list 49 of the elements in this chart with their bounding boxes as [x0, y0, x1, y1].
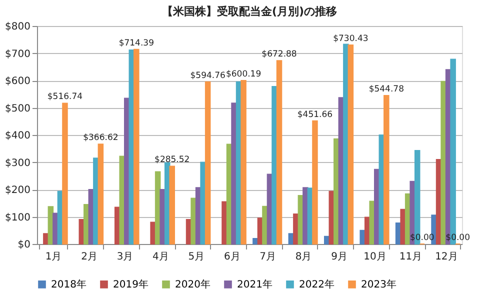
- legend-label: 2018年: [51, 278, 86, 290]
- x-tick-label: 7月: [260, 252, 276, 262]
- x-tick-label: 8月: [295, 252, 312, 262]
- y-tick-label: $700: [5, 48, 30, 60]
- data-label: $600.19: [226, 69, 262, 80]
- x-tick-label: 1月: [45, 252, 62, 262]
- y-tick-label: $300: [5, 158, 30, 169]
- y-tick-label: $400: [5, 130, 30, 142]
- legend-label: 2021年: [237, 278, 272, 290]
- data-label: $516.74: [47, 92, 83, 102]
- x-tick-label: 12月: [435, 252, 458, 262]
- data-label: $594.76: [190, 70, 226, 81]
- bar: [312, 120, 318, 244]
- x-tick-label: 9月: [331, 252, 348, 262]
- bar: [204, 81, 211, 244]
- legend-label: 2022年: [299, 278, 334, 290]
- bar: [348, 44, 354, 244]
- bar: [240, 80, 246, 244]
- data-label: $544.78: [368, 84, 404, 95]
- bar: [134, 48, 140, 244]
- data-label: $451.66: [297, 110, 333, 120]
- y-tick-label: $600: [5, 76, 30, 87]
- bar: [384, 95, 390, 244]
- x-tick-label: 3月: [116, 252, 134, 262]
- data-label: $730.43: [333, 34, 368, 44]
- legend-label: 2019年: [113, 278, 148, 290]
- data-label: $366.62: [83, 133, 118, 144]
- data-label: $672.88: [262, 50, 297, 60]
- x-tick-label: 4月: [152, 252, 169, 262]
- chart-title: 【米国株】受取配当金(月別)の推移: [162, 5, 338, 18]
- data-label: $285.52: [154, 155, 190, 166]
- bar: [98, 144, 104, 244]
- bar: [169, 166, 175, 244]
- bar: [62, 102, 68, 244]
- x-tick-label: 6月: [224, 252, 240, 262]
- x-tick-label: 10月: [364, 252, 386, 262]
- legend-label: 2023年: [361, 278, 396, 290]
- y-tick-label: $500: [5, 103, 30, 114]
- data-label: $714.39: [118, 38, 154, 48]
- y-tick-label: $800: [5, 22, 30, 32]
- bar: [276, 60, 282, 244]
- y-tick-label: $100: [5, 212, 30, 224]
- legend-label: 2020年: [175, 278, 210, 290]
- bar: [252, 238, 258, 244]
- x-tick-label: 11月: [399, 252, 422, 262]
- x-tick-label: 5月: [188, 252, 205, 262]
- y-tick-label: $0: [18, 240, 30, 250]
- x-tick-label: 2月: [81, 252, 98, 262]
- y-tick-label: $200: [5, 185, 30, 196]
